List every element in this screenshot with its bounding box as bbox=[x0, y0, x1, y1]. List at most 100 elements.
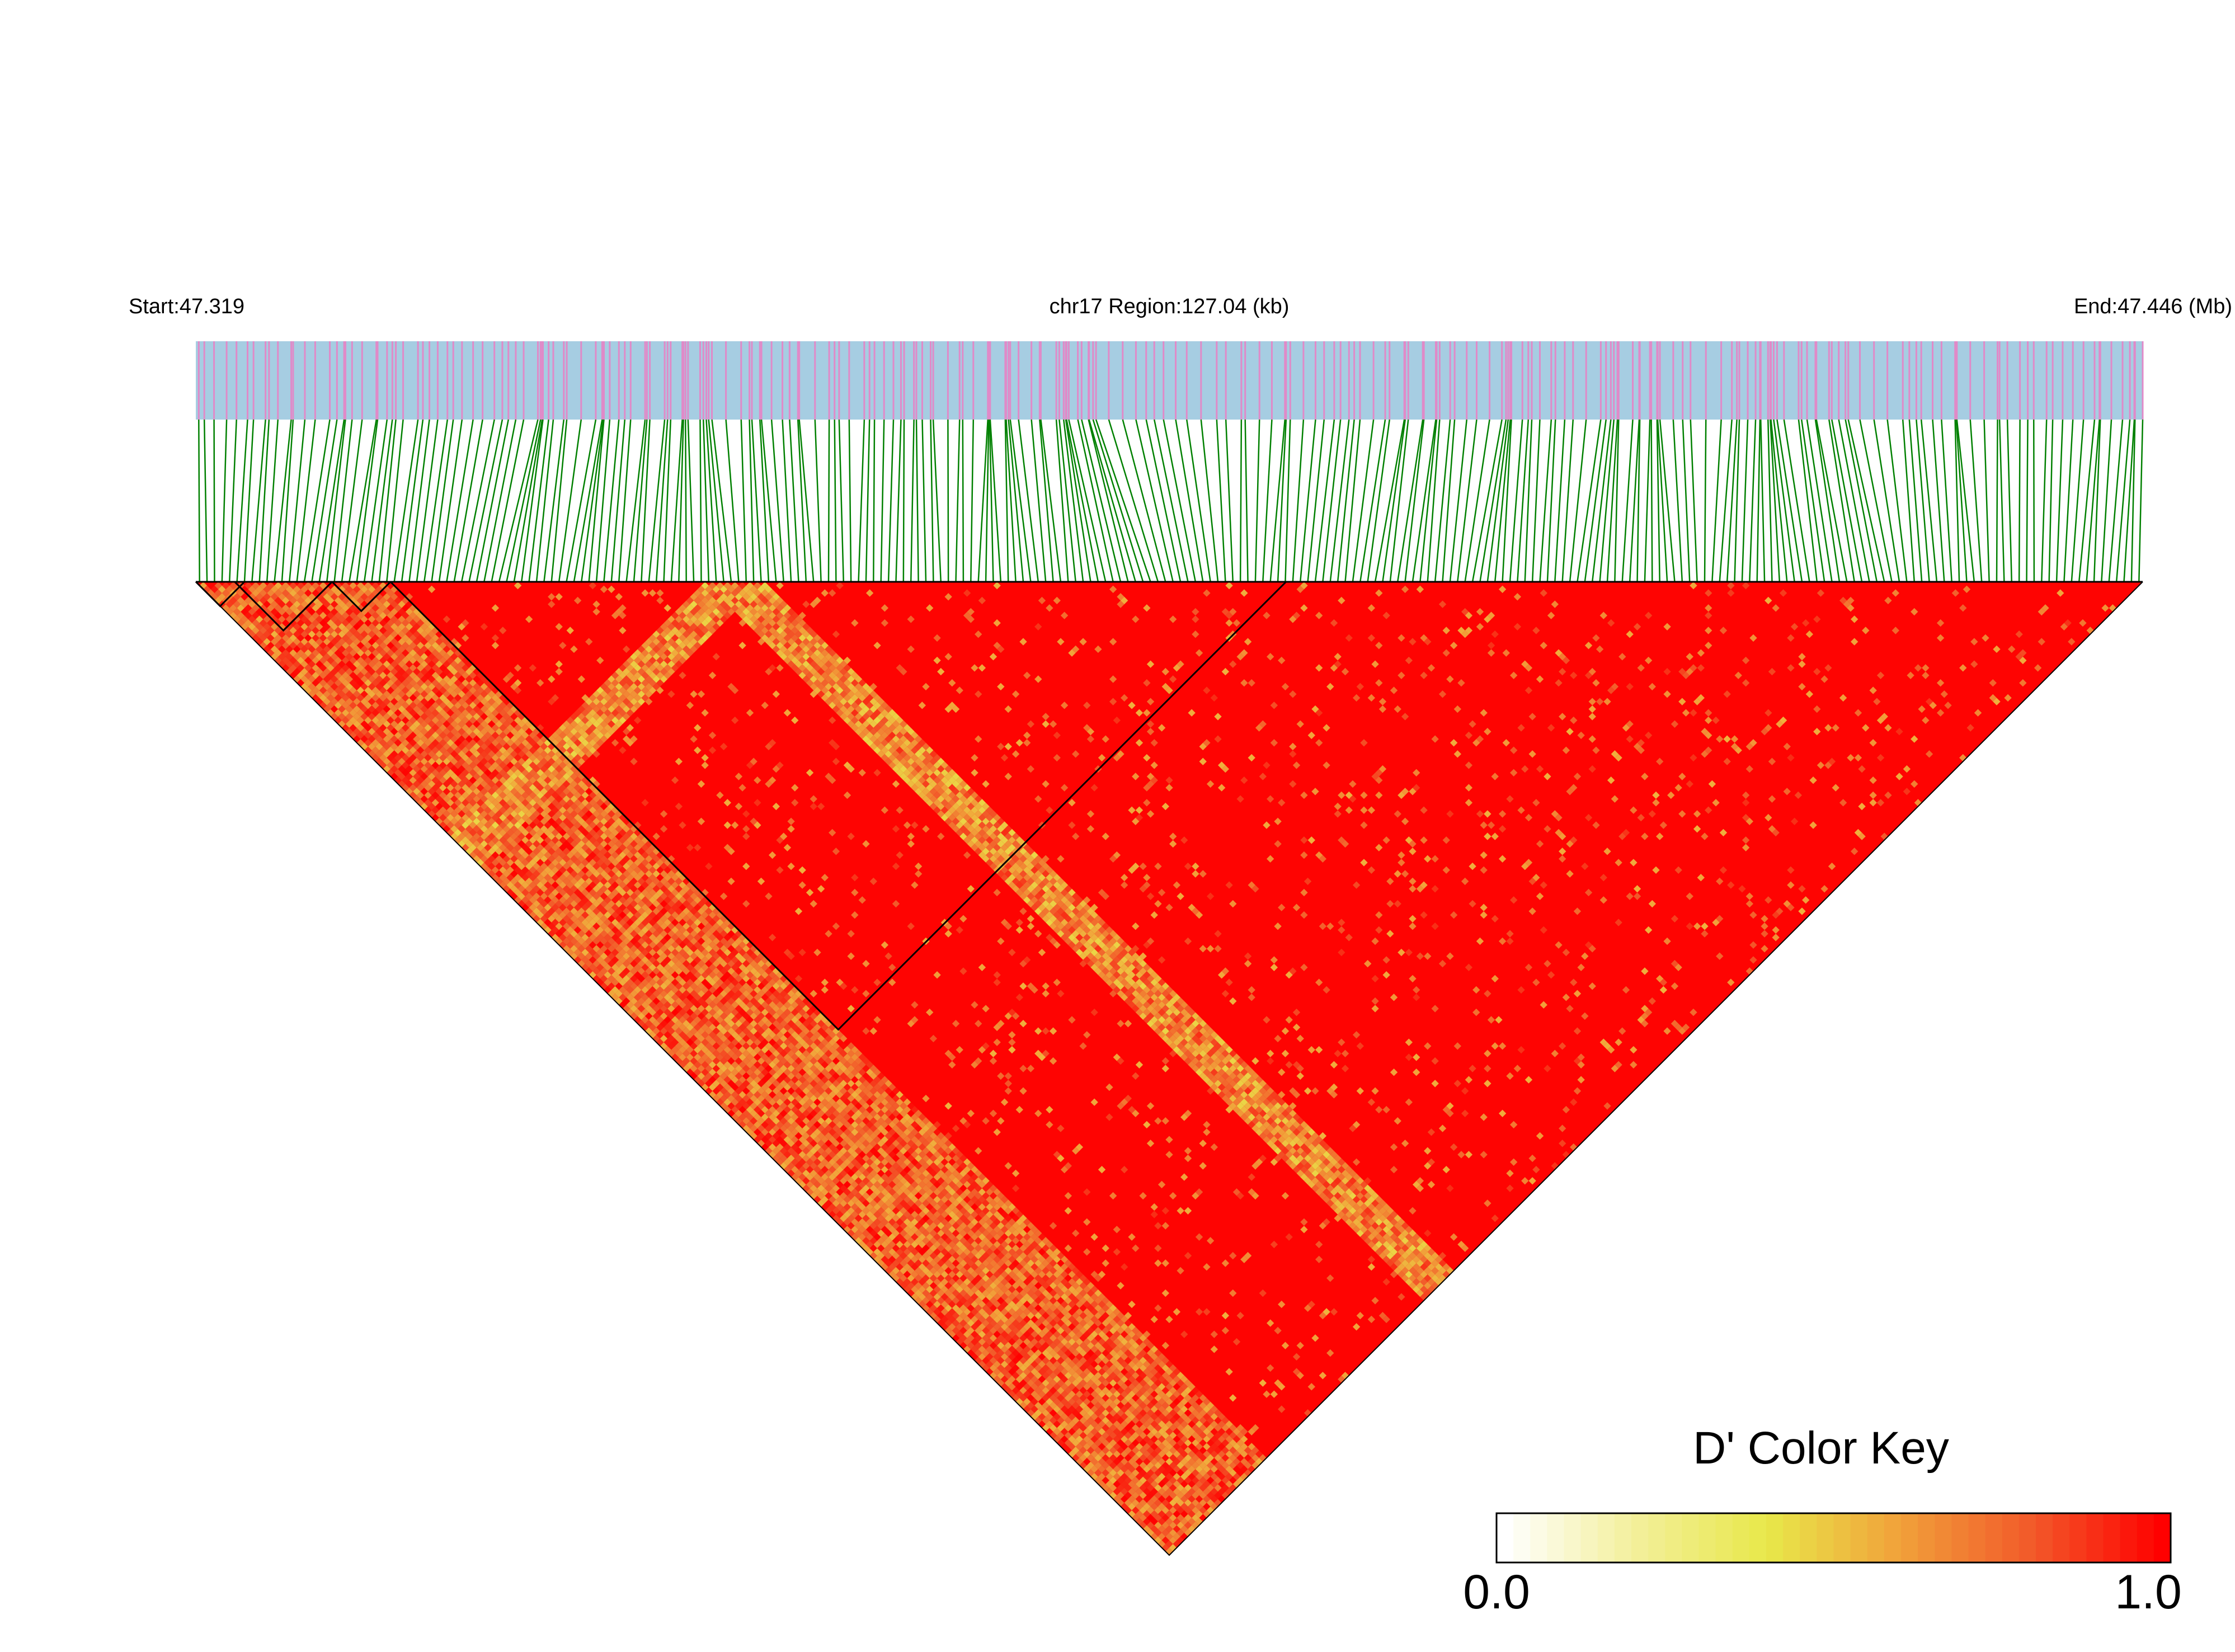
ld-cell bbox=[499, 859, 507, 867]
snp-connector-line bbox=[363, 419, 388, 582]
snp-connector-line bbox=[1561, 419, 1574, 582]
ld-cell bbox=[405, 765, 413, 773]
snp-connector-line bbox=[1262, 419, 1273, 582]
ld-cell bbox=[686, 1053, 694, 1061]
ld-cell bbox=[645, 1012, 653, 1020]
ld-cell bbox=[1049, 1409, 1057, 1417]
snp-connector-line bbox=[318, 419, 345, 582]
ld-cell bbox=[533, 907, 540, 915]
snp-connector-line bbox=[1956, 419, 1975, 582]
snp-connector-line bbox=[618, 419, 632, 582]
snp-connector-line bbox=[1359, 419, 1386, 582]
ld-cell bbox=[1158, 1518, 1166, 1526]
ld-cell bbox=[660, 1027, 668, 1035]
ld-cell bbox=[308, 683, 316, 691]
ld-cell bbox=[900, 1267, 907, 1275]
ld-cell bbox=[454, 806, 462, 814]
ld-cell bbox=[327, 694, 335, 702]
ld-cell bbox=[619, 971, 627, 979]
snp-connector-line bbox=[1998, 419, 2005, 582]
snp-connector-line bbox=[1767, 419, 1773, 582]
ld-cell bbox=[660, 1034, 668, 1043]
ld-cell bbox=[387, 754, 394, 762]
ld-cell bbox=[316, 683, 323, 691]
ld-cell bbox=[611, 986, 619, 994]
ld-cell bbox=[967, 1342, 975, 1349]
ld-cell bbox=[402, 776, 410, 784]
snp-connector-line bbox=[566, 419, 597, 582]
ld-cell bbox=[735, 1094, 743, 1103]
snp-connector-line bbox=[921, 419, 927, 582]
ld-cell bbox=[525, 877, 533, 886]
ld-cell bbox=[502, 870, 511, 878]
snp-connector-line bbox=[1108, 419, 1159, 582]
snp-connector-line bbox=[1486, 419, 1509, 582]
ld-cell bbox=[316, 675, 323, 683]
ld-cell bbox=[1008, 1375, 1016, 1383]
ld-cell bbox=[806, 1180, 814, 1189]
ld-cell bbox=[304, 664, 312, 672]
ld-cell bbox=[854, 1215, 863, 1222]
snp-connector-line bbox=[610, 419, 626, 582]
ld-cell bbox=[570, 945, 578, 953]
ld-cell bbox=[1000, 1375, 1009, 1383]
ld-cell bbox=[402, 754, 410, 762]
ld-cell bbox=[1094, 1469, 1102, 1477]
ld-cell bbox=[293, 660, 301, 668]
ld-cell bbox=[754, 1128, 761, 1136]
ld-cell bbox=[450, 825, 458, 833]
snp-connector-line bbox=[460, 419, 495, 582]
ld-cell bbox=[297, 656, 305, 665]
ld-cell bbox=[596, 971, 604, 979]
snp-connector-line bbox=[378, 419, 397, 582]
ld-cell bbox=[244, 619, 252, 627]
ld-cell bbox=[742, 1109, 750, 1117]
snp-connector-line bbox=[1800, 419, 1825, 582]
snp-connector-line bbox=[725, 419, 740, 582]
ld-cell bbox=[1098, 1465, 1106, 1473]
ld-cell bbox=[431, 806, 439, 814]
ld-cell bbox=[675, 1034, 683, 1043]
snp-connector-line bbox=[1058, 419, 1076, 582]
snp-connector-line bbox=[708, 419, 724, 582]
ld-cell bbox=[383, 750, 390, 758]
ld-cell bbox=[267, 619, 275, 627]
ld-cell bbox=[316, 667, 323, 676]
ld-cell bbox=[948, 1308, 956, 1316]
ld-cell bbox=[462, 829, 469, 837]
ld-cell bbox=[439, 791, 447, 799]
ld-cell bbox=[1015, 1375, 1023, 1383]
ld-cell bbox=[488, 840, 496, 848]
ld-cell bbox=[252, 611, 260, 619]
ld-cell bbox=[959, 1334, 967, 1342]
ld-cell bbox=[854, 1222, 863, 1230]
ld-cell bbox=[918, 1286, 926, 1293]
ld-cell bbox=[997, 1357, 1005, 1364]
snp-connector-line bbox=[1831, 419, 1863, 582]
ld-cell bbox=[1046, 1413, 1053, 1421]
ld-cell bbox=[304, 656, 312, 665]
ld-cell bbox=[256, 608, 264, 616]
ld-cell bbox=[427, 802, 436, 811]
ld-cell bbox=[281, 649, 290, 657]
ld-cell bbox=[873, 1233, 881, 1241]
snp-track-background bbox=[196, 341, 2143, 420]
snp-connector-line bbox=[1584, 419, 1607, 582]
ld-cell bbox=[900, 1274, 907, 1282]
snp-connector-line bbox=[759, 419, 770, 582]
ld-cell bbox=[648, 1023, 657, 1032]
ld-cell bbox=[1135, 1510, 1144, 1518]
ld-cell bbox=[446, 799, 454, 807]
snp-connector-line bbox=[468, 419, 504, 582]
ld-cell bbox=[293, 645, 301, 653]
ld-cell bbox=[364, 739, 372, 747]
ld-cell bbox=[405, 773, 413, 780]
ld-cell bbox=[825, 1192, 832, 1200]
snp-connector-line bbox=[581, 419, 604, 582]
ld-cell bbox=[431, 791, 439, 799]
ld-cell bbox=[398, 757, 406, 765]
ld-cell bbox=[577, 952, 585, 960]
snp-connector-line bbox=[258, 419, 270, 582]
ld-cell bbox=[420, 788, 428, 796]
ld-cell bbox=[791, 1158, 799, 1166]
